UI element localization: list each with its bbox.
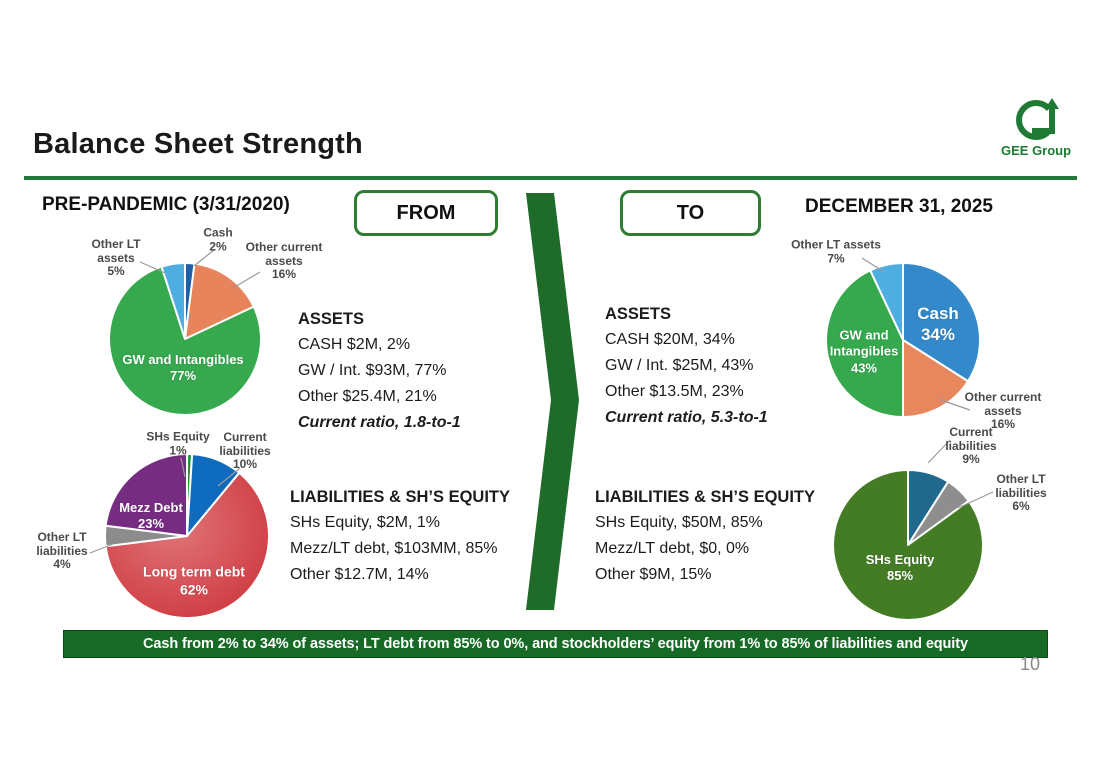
label-leader-line [927,439,951,464]
label-leader-line [89,543,114,554]
left-assets-heading: ASSETS [298,310,365,328]
right-assets-heading: ASSETS [605,305,672,323]
pie-slice-other-current-assets [184,262,255,340]
right-liabilities-heading: LIABILITIES & SH’S EQUITY [595,488,816,506]
summary-banner-text: Cash from 2% to 34% of assets; LT debt f… [143,636,968,652]
to-label: TO [676,201,705,224]
right-period-header: DECEMBER 31, 2025 [805,196,993,217]
pie-slice-shs-equity [832,469,984,621]
transition-chevron-shape [526,193,579,610]
label-leader-line [193,249,215,267]
left-assets-line: GW / Int. $93M, 77% [298,362,447,379]
pie-slice-gw-and-intangibles [108,265,262,416]
right-assets-line: CASH $20M, 34% [605,331,735,348]
right-liabilities-line: Other $9M, 15% [595,566,712,583]
left-liabilities-line: Other $12.7M, 14% [290,566,429,583]
from-label: FROM [396,201,456,224]
right-assets-line: Other $13.5M, 23% [605,383,744,400]
from-box: FROM [354,190,498,236]
left-period-header: PRE-PANDEMIC (3/31/2020) [42,194,290,215]
left-liabilities-block: LIABILITIES & SH’S EQUITY SHs Equity, $2… [290,484,510,588]
pie-slice-other-lt-assets [160,262,186,340]
to-box: TO [620,190,761,236]
label-leader-line [957,491,994,509]
label-leader-line [861,257,885,273]
pie-slice-mezz-debt [104,453,188,537]
left-assets-line: CASH $2M, 2% [298,336,411,353]
pie-slice-gw-and-intangibles [825,269,904,418]
right-liabilities-block: LIABILITIES & SH’S EQUITY SHs Equity, $5… [595,484,815,588]
left-assets-line: Other $25.4M, 21% [298,388,437,405]
label-leader-line [180,457,186,478]
right-assets-line: GW / Int. $25M, 43% [605,357,754,374]
pie-slice-long-term-debt [104,471,270,620]
left-assets-block: ASSETS CASH $2M, 2% GW / Int. $93M, 77% … [298,306,461,436]
summary-banner: Cash from 2% to 34% of assets; LT debt f… [63,630,1048,658]
gee-group-logo-icon [1016,98,1059,140]
label-leader-line [937,398,971,411]
left-liabilities-heading: LIABILITIES & SH’S EQUITY [290,488,511,506]
pie-slice-other-current-assets [902,339,970,418]
right-liabilities-line: SHs Equity, $50M, 85% [595,514,763,531]
label-leader-line [217,467,241,487]
page-number: 10 [1020,654,1041,674]
pie-slice-other-lt-assets [869,262,904,341]
left-current-ratio: Current ratio, 1.8-to-1 [298,414,461,431]
label-leader-line [139,261,166,274]
right-liabilities-line: Mezz/LT debt, $0, 0% [595,540,750,557]
left-liabilities-line: Mezz/LT debt, $103MM, 85% [290,540,498,557]
label-leader-line [232,271,261,289]
left-liabilities-line: SHs Equity, $2M, 1% [290,514,440,531]
right-current-ratio: Current ratio, 5.3-to-1 [605,409,768,426]
page-title: Balance Sheet Strength [33,128,363,160]
logo-wordmark: GEE Group [1001,143,1072,158]
right-assets-block: ASSETS CASH $20M, 34% GW / Int. $25M, 43… [605,301,768,431]
title-divider [24,176,1077,180]
